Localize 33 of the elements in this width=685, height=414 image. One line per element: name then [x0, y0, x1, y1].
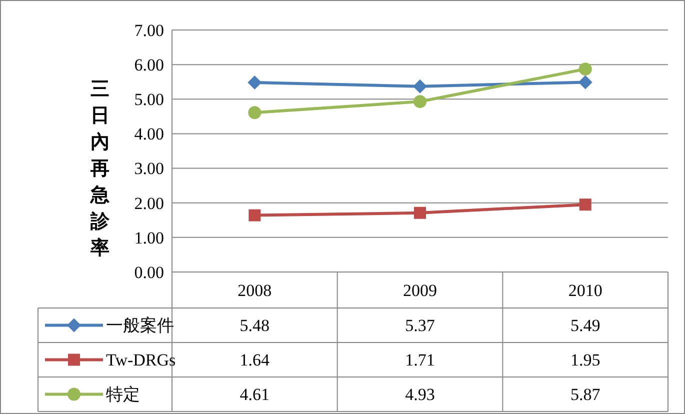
point: [248, 106, 262, 120]
point: [579, 198, 592, 211]
data-label: 4.61: [240, 385, 270, 404]
y-tick-label: 6.00: [134, 56, 164, 75]
point: [414, 95, 426, 108]
y-axis-title: 三日內再急診率: [90, 79, 110, 259]
y-tick-label: 2.00: [134, 194, 164, 213]
data-label: 5.37: [405, 316, 436, 336]
y-tick-label: 7.00: [134, 20, 164, 40]
x-tick-label: 2009: [403, 280, 437, 300]
legend-label: 特定: [106, 385, 140, 404]
data-label: 5.49: [570, 316, 600, 336]
y-tick-label: 5.00: [134, 90, 164, 110]
data-label: 1.71: [405, 350, 435, 370]
data-label: 5.48: [240, 316, 270, 336]
y-tick-label: 4.00: [134, 124, 164, 144]
data-label: 1.95: [570, 350, 600, 370]
x-tick-label: 2010: [568, 280, 602, 300]
data-label: 1.64: [240, 350, 270, 370]
point: [248, 76, 262, 90]
point: [248, 209, 261, 222]
point: [578, 62, 592, 76]
legend-label: Tw-DRGs: [106, 350, 176, 370]
y-tick-label: 1.00: [134, 228, 164, 248]
data-label: 4.93: [405, 385, 435, 404]
x-tick-label: 2008: [238, 280, 272, 300]
legend-label: 一般案件: [106, 316, 174, 336]
point: [413, 79, 427, 94]
data-label: 5.87: [570, 385, 601, 404]
y-tick-label: 0.00: [134, 262, 164, 282]
point: [414, 206, 426, 219]
y-tick-label: 3.00: [134, 159, 164, 178]
point: [578, 75, 592, 90]
